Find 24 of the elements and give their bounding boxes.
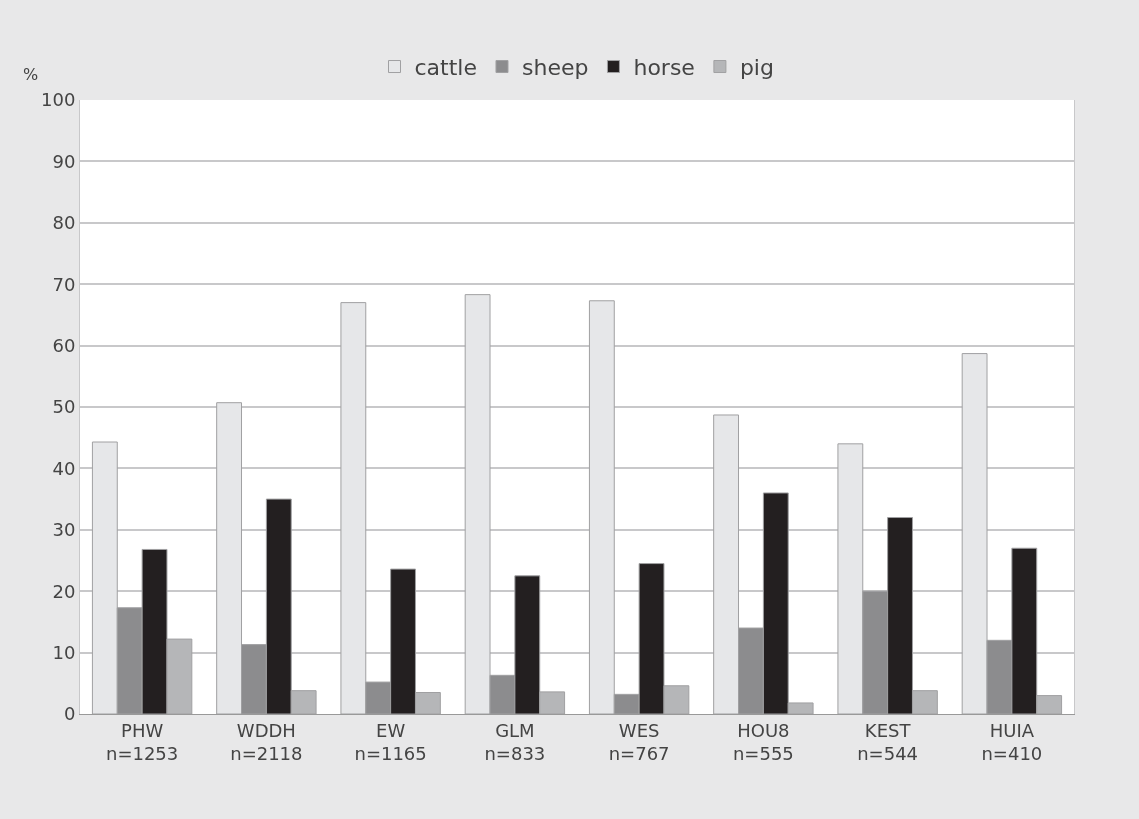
y-tick-label: 30 [52,519,76,541]
y-tick-label: 10 [52,641,76,663]
y-tick-label: 20 [52,580,76,602]
legend-label: sheep [521,55,589,81]
legend-label: cattle [414,55,477,81]
x-tick-label: HUIA n=410 [981,719,1043,764]
x-tick-label: PHW n=1253 [105,719,179,764]
y-tick-label: 70 [52,273,76,295]
x-tick-label: KEST n=544 [857,719,919,764]
y-tick-label: 100 [41,89,76,111]
x-tick-label: WES n=767 [608,719,670,764]
legend-label: pig [739,55,774,81]
x-tick-label: HOU8 n=555 [732,719,794,764]
y-tick-label: 50 [52,396,76,418]
y-tick-label: 0 [63,703,76,725]
x-tick-label: WDDH n=2118 [230,719,303,764]
legend-label: horse [633,55,695,81]
x-tick-label: GLM n=833 [484,719,546,764]
y-tick-label: 90 [52,150,76,172]
y-tick-label: 60 [52,334,76,356]
y-tick-label: 40 [52,457,76,479]
y-axis-title: % [23,65,39,84]
y-tick-label: 80 [52,212,76,234]
x-tick-label: EW n=1165 [354,719,427,764]
